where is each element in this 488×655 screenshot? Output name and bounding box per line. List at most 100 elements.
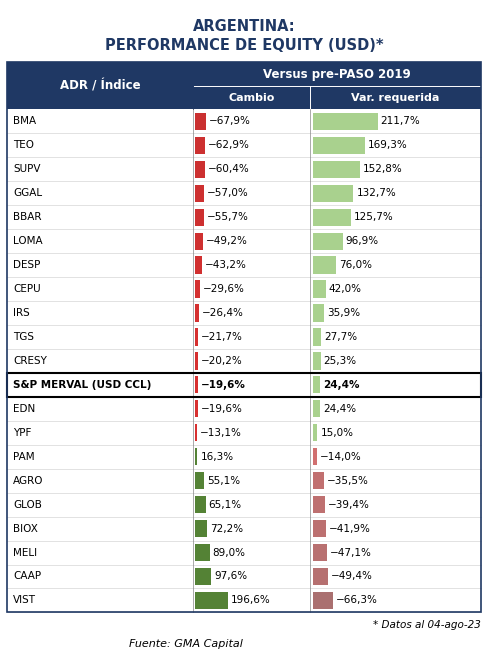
- Bar: [313, 160, 360, 178]
- Text: 125,7%: 125,7%: [354, 212, 394, 222]
- Text: YPF: YPF: [13, 428, 32, 438]
- Bar: [195, 376, 198, 394]
- Text: Fuente: GMA Capital: Fuente: GMA Capital: [128, 639, 243, 648]
- Bar: [195, 544, 209, 561]
- Bar: [313, 185, 353, 202]
- Text: TGS: TGS: [13, 332, 34, 342]
- Text: −29,6%: −29,6%: [203, 284, 244, 294]
- Text: BBAR: BBAR: [13, 212, 41, 222]
- Bar: [313, 544, 327, 561]
- Text: 96,9%: 96,9%: [346, 236, 379, 246]
- Bar: [313, 592, 333, 609]
- Text: −62,9%: −62,9%: [208, 140, 250, 150]
- Bar: [195, 496, 205, 514]
- Text: Versus pre-PASO 2019: Versus pre-PASO 2019: [263, 68, 410, 81]
- Bar: [313, 376, 320, 394]
- Text: * Datos al 04-ago-23: * Datos al 04-ago-23: [373, 620, 481, 630]
- Bar: [313, 113, 378, 130]
- Text: S&P MERVAL (USD CCL): S&P MERVAL (USD CCL): [13, 380, 152, 390]
- Text: AGRO: AGRO: [13, 476, 44, 485]
- Text: −67,9%: −67,9%: [209, 117, 251, 126]
- Text: −14,0%: −14,0%: [320, 452, 362, 462]
- Bar: [195, 280, 200, 297]
- Text: 211,7%: 211,7%: [381, 117, 420, 126]
- Text: SUPV: SUPV: [13, 164, 41, 174]
- Text: −35,5%: −35,5%: [326, 476, 368, 485]
- Text: 132,7%: 132,7%: [356, 188, 396, 198]
- Text: 55,1%: 55,1%: [207, 476, 240, 485]
- Text: 76,0%: 76,0%: [339, 260, 372, 270]
- Text: −60,4%: −60,4%: [208, 164, 249, 174]
- Text: 24,4%: 24,4%: [323, 380, 360, 390]
- Bar: [313, 328, 321, 346]
- Bar: [313, 137, 365, 154]
- Bar: [313, 472, 324, 489]
- Text: PERFORMANCE DE EQUITY (USD)*: PERFORMANCE DE EQUITY (USD)*: [105, 39, 383, 53]
- Text: GGAL: GGAL: [13, 188, 42, 198]
- Text: −57,0%: −57,0%: [207, 188, 249, 198]
- Bar: [313, 496, 325, 514]
- Text: −20,2%: −20,2%: [201, 356, 243, 366]
- Bar: [7, 373, 481, 397]
- Bar: [195, 208, 204, 226]
- Text: PAM: PAM: [13, 452, 35, 462]
- Text: GLOB: GLOB: [13, 500, 42, 510]
- Text: −55,7%: −55,7%: [207, 212, 249, 222]
- Text: VIST: VIST: [13, 595, 36, 605]
- Bar: [195, 328, 198, 346]
- Text: 35,9%: 35,9%: [327, 308, 360, 318]
- Text: 16,3%: 16,3%: [201, 452, 233, 462]
- Text: 72,2%: 72,2%: [210, 523, 243, 534]
- Text: −49,4%: −49,4%: [331, 572, 373, 582]
- Text: BIOX: BIOX: [13, 523, 38, 534]
- Text: LOMA: LOMA: [13, 236, 43, 246]
- Text: −49,2%: −49,2%: [206, 236, 248, 246]
- Bar: [313, 257, 336, 274]
- Bar: [195, 113, 206, 130]
- Text: 152,8%: 152,8%: [363, 164, 402, 174]
- Bar: [7, 62, 481, 109]
- Bar: [195, 424, 197, 441]
- Text: 24,4%: 24,4%: [323, 404, 356, 414]
- Bar: [313, 280, 325, 297]
- Bar: [195, 472, 204, 489]
- Bar: [195, 257, 202, 274]
- Text: 89,0%: 89,0%: [212, 548, 245, 557]
- Bar: [313, 448, 317, 465]
- Bar: [195, 568, 211, 585]
- Bar: [195, 160, 205, 178]
- Bar: [195, 352, 198, 369]
- Text: MELI: MELI: [13, 548, 37, 557]
- Bar: [195, 448, 198, 465]
- Text: −21,7%: −21,7%: [201, 332, 243, 342]
- Text: 15,0%: 15,0%: [320, 428, 353, 438]
- Text: 169,3%: 169,3%: [367, 140, 407, 150]
- Bar: [195, 137, 205, 154]
- Bar: [313, 305, 324, 322]
- Bar: [313, 208, 351, 226]
- Bar: [7, 62, 481, 612]
- Bar: [195, 520, 207, 537]
- Bar: [195, 592, 227, 609]
- Text: DESP: DESP: [13, 260, 41, 270]
- Text: −19,6%: −19,6%: [201, 404, 243, 414]
- Text: CEPU: CEPU: [13, 284, 41, 294]
- Text: 65,1%: 65,1%: [208, 500, 242, 510]
- Text: Cambio: Cambio: [228, 93, 275, 103]
- Text: −66,3%: −66,3%: [336, 595, 378, 605]
- Text: ADR / Índice: ADR / Índice: [60, 79, 141, 92]
- Bar: [195, 185, 204, 202]
- Text: −39,4%: −39,4%: [328, 500, 370, 510]
- Text: 97,6%: 97,6%: [214, 572, 247, 582]
- Bar: [313, 424, 317, 441]
- Text: 42,0%: 42,0%: [328, 284, 362, 294]
- Text: TEO: TEO: [13, 140, 34, 150]
- Text: CAAP: CAAP: [13, 572, 41, 582]
- Text: −47,1%: −47,1%: [330, 548, 372, 557]
- Text: BMA: BMA: [13, 117, 36, 126]
- Text: 25,3%: 25,3%: [324, 356, 357, 366]
- Bar: [313, 520, 325, 537]
- Bar: [313, 352, 321, 369]
- Text: −41,9%: −41,9%: [328, 523, 370, 534]
- Bar: [195, 233, 203, 250]
